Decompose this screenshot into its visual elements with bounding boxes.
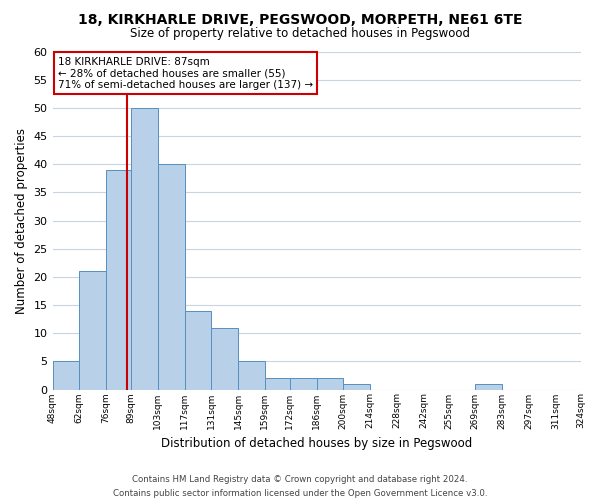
Bar: [290, 378, 317, 390]
Bar: [53, 362, 79, 390]
Bar: [343, 384, 370, 390]
Bar: [158, 164, 185, 390]
Bar: [106, 170, 131, 390]
Text: Contains HM Land Registry data © Crown copyright and database right 2024.
Contai: Contains HM Land Registry data © Crown c…: [113, 476, 487, 498]
Bar: [238, 362, 265, 390]
Bar: [131, 108, 158, 390]
X-axis label: Distribution of detached houses by size in Pegswood: Distribution of detached houses by size …: [161, 437, 472, 450]
Bar: [317, 378, 343, 390]
Bar: [211, 328, 238, 390]
Bar: [475, 384, 502, 390]
Text: Size of property relative to detached houses in Pegswood: Size of property relative to detached ho…: [130, 28, 470, 40]
Bar: [79, 271, 106, 390]
Text: 18, KIRKHARLE DRIVE, PEGSWOOD, MORPETH, NE61 6TE: 18, KIRKHARLE DRIVE, PEGSWOOD, MORPETH, …: [78, 12, 522, 26]
Bar: [185, 310, 211, 390]
Text: 18 KIRKHARLE DRIVE: 87sqm
← 28% of detached houses are smaller (55)
71% of semi-: 18 KIRKHARLE DRIVE: 87sqm ← 28% of detac…: [58, 56, 313, 90]
Bar: [265, 378, 290, 390]
Y-axis label: Number of detached properties: Number of detached properties: [15, 128, 28, 314]
